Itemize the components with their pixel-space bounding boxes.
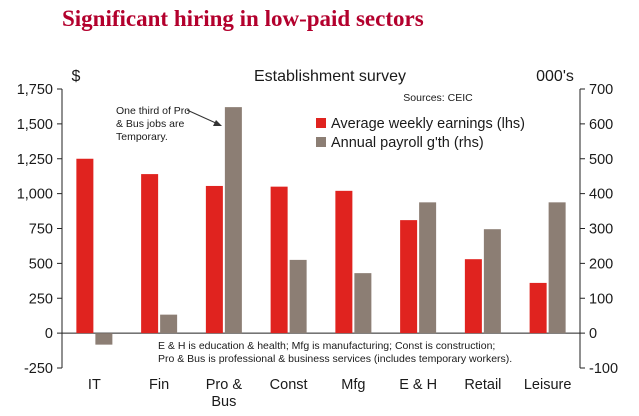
chart-title: Establishment survey bbox=[254, 68, 406, 85]
left-axis-tick-label: -250 bbox=[24, 361, 53, 377]
left-axis-tick-label: 250 bbox=[29, 291, 53, 307]
callout-arrowhead bbox=[213, 120, 222, 126]
bar-earnings bbox=[141, 174, 159, 334]
footnote-line-2: Pro & Bus is professional & business ser… bbox=[158, 353, 512, 365]
right-axis-unit: 000's bbox=[536, 68, 574, 85]
left-axis-tick-label: 1,000 bbox=[17, 187, 53, 203]
bar-payroll bbox=[95, 333, 113, 345]
legend-label-payroll: Annual payroll g'th (rhs) bbox=[331, 135, 484, 151]
right-axis-tick-label: 600 bbox=[589, 117, 613, 133]
category-label: IT bbox=[88, 377, 101, 393]
right-axis-tick-label: -100 bbox=[589, 361, 618, 377]
bar-earnings bbox=[205, 185, 223, 334]
bar-payroll bbox=[224, 107, 242, 334]
bar-payroll bbox=[483, 229, 501, 334]
legend-swatch-earnings bbox=[316, 118, 326, 128]
right-axis-tick-label: 100 bbox=[589, 291, 613, 307]
callout-annotation: One third of Pro & Bus jobs are Temporar… bbox=[116, 105, 222, 143]
legend: Average weekly earnings (lhs) Annual pay… bbox=[316, 116, 525, 151]
right-axis-tick-label: 200 bbox=[589, 256, 613, 272]
bar-earnings bbox=[529, 282, 547, 334]
right-axis-tick-label: 0 bbox=[589, 326, 597, 342]
left-axis-tick-label: 1,500 bbox=[17, 117, 53, 133]
left-axis-tick-label: 750 bbox=[29, 222, 53, 238]
bar-payroll bbox=[289, 259, 307, 334]
right-axis-tick-label: 300 bbox=[589, 222, 613, 238]
callout-line-1: One third of Pro bbox=[116, 105, 190, 117]
labels: -250 0 250 500 750 1,000 1,250 1,500 1,750 -100 0 1… bbox=[17, 82, 618, 410]
category-label: Fin bbox=[149, 377, 169, 393]
callout-arrow-line bbox=[186, 109, 219, 125]
bar-earnings bbox=[335, 190, 353, 334]
footnote: E & H is education & health; Mfg is manu… bbox=[158, 340, 512, 365]
category-label: Leisure bbox=[524, 377, 572, 393]
bar-payroll bbox=[419, 202, 437, 334]
legend-swatch-payroll bbox=[316, 137, 326, 147]
bar-earnings bbox=[76, 158, 94, 334]
left-axis-tick-label: 1,250 bbox=[17, 152, 53, 168]
footnote-line-1: E & H is education & health; Mfg is manu… bbox=[158, 340, 495, 352]
left-axis-tick-label: 0 bbox=[45, 326, 53, 342]
category-label: Const bbox=[270, 377, 308, 393]
right-axis-tick-label: 500 bbox=[589, 152, 613, 168]
bar-payroll bbox=[160, 314, 178, 334]
bar-earnings bbox=[400, 220, 418, 334]
bar-payroll bbox=[548, 202, 566, 334]
left-axis-tick-label: 1,750 bbox=[17, 82, 53, 98]
left-axis-unit: $ bbox=[72, 68, 81, 85]
bar-earnings bbox=[270, 186, 288, 334]
legend-label-earnings: Average weekly earnings (lhs) bbox=[331, 116, 525, 132]
bar-earnings bbox=[464, 259, 482, 334]
bar-payroll bbox=[354, 273, 372, 334]
callout-line-3: Temporary. bbox=[116, 131, 168, 143]
callout-line-2: & Bus jobs are bbox=[116, 118, 184, 130]
category-label: Mfg bbox=[341, 377, 365, 393]
category-label: Retail bbox=[464, 377, 501, 393]
category-label: Pro & bbox=[206, 377, 243, 393]
category-label: Bus bbox=[211, 394, 236, 410]
bars bbox=[76, 107, 566, 345]
category-label: E & H bbox=[399, 377, 437, 393]
right-axis-tick-label: 400 bbox=[589, 187, 613, 203]
slide-title: Significant hiring in low-paid sectors bbox=[62, 6, 424, 31]
right-axis-tick-label: 700 bbox=[589, 82, 613, 98]
source-note: Sources: CEIC bbox=[403, 92, 473, 104]
left-axis-tick-label: 500 bbox=[29, 256, 53, 272]
